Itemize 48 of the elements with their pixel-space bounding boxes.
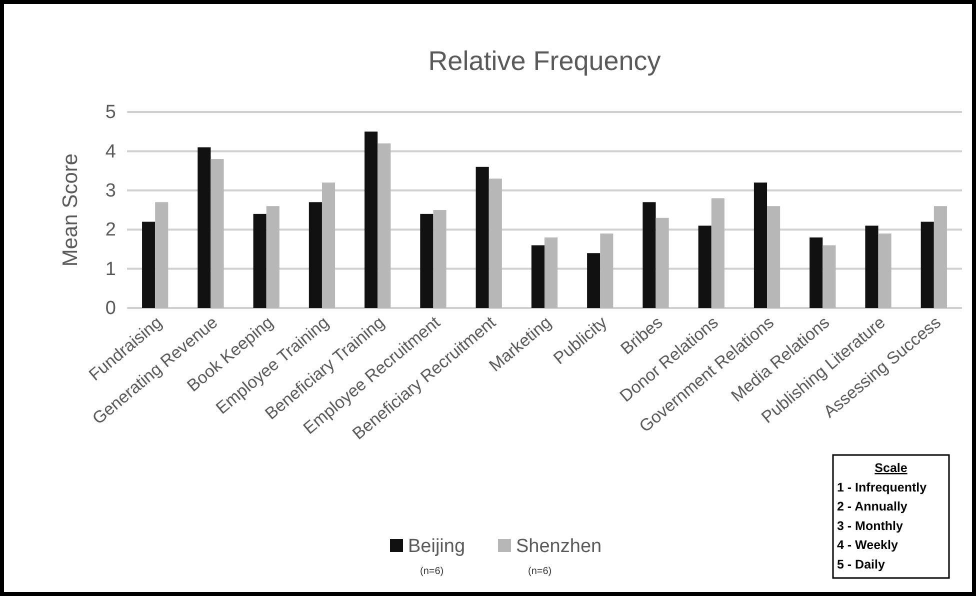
- bar: [711, 198, 724, 308]
- bar: [142, 222, 156, 308]
- bar: [364, 132, 378, 308]
- chart-title: Relative Frequency: [428, 46, 662, 76]
- text: 1 - Infrequently: [837, 480, 927, 494]
- text: 4 - Weekly: [837, 538, 898, 552]
- bar: [810, 237, 823, 308]
- bar: [642, 202, 656, 308]
- bar: [600, 234, 614, 308]
- y-tick-label: 0: [105, 298, 116, 320]
- text: (n=6): [528, 566, 552, 577]
- bar: [198, 147, 211, 308]
- bar: [488, 178, 502, 308]
- bar: [476, 166, 489, 308]
- bar: [322, 182, 336, 308]
- bar: [767, 206, 780, 308]
- bar: [420, 214, 434, 308]
- bar: [155, 202, 168, 308]
- bar: [934, 206, 947, 308]
- bar: [210, 159, 224, 308]
- text: 5 - Daily: [837, 558, 885, 572]
- bar: [698, 226, 712, 308]
- bar: [754, 182, 768, 308]
- legend-label: Beijing: [408, 536, 466, 557]
- bar: [878, 234, 892, 308]
- text: 2 - Annually: [837, 500, 908, 514]
- legend-label: Shenzhen: [516, 536, 602, 557]
- bar: [822, 245, 836, 308]
- bar: [920, 222, 934, 308]
- bar: [266, 206, 280, 308]
- bar: [378, 143, 391, 308]
- bar: [656, 218, 669, 308]
- bar: [253, 214, 266, 308]
- bar: [531, 245, 544, 308]
- text: (n=6): [420, 566, 444, 577]
- bar: [865, 226, 878, 308]
- text: Scale: [874, 461, 908, 475]
- y-tick-label: 1: [105, 258, 116, 280]
- y-tick-label: 3: [105, 180, 116, 202]
- bar: [587, 253, 600, 308]
- text: 3 - Monthly: [837, 518, 904, 533]
- bar: [433, 210, 446, 308]
- y-tick-label: 2: [105, 220, 116, 241]
- bar: [544, 237, 558, 308]
- bar: [308, 202, 322, 308]
- y-tick-label: 4: [105, 141, 116, 162]
- y-tick-label: 5: [105, 102, 116, 124]
- y-axis-title: Mean Score: [59, 153, 82, 267]
